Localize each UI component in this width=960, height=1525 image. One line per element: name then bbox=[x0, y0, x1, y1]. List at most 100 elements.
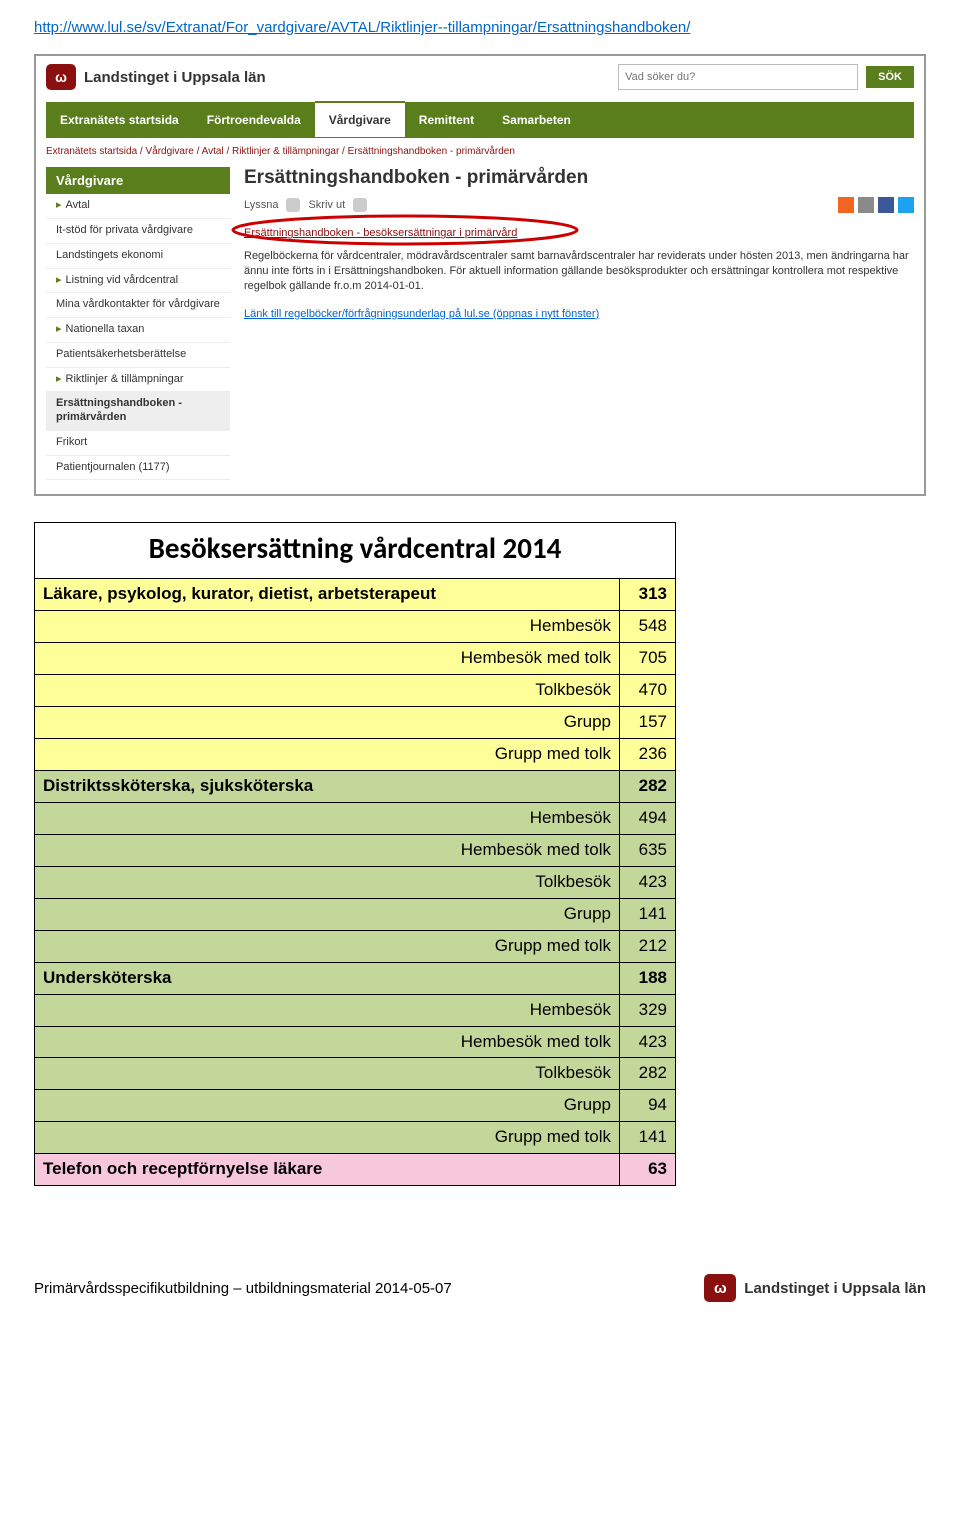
print-icon[interactable] bbox=[353, 198, 367, 212]
row-value: 705 bbox=[620, 643, 676, 675]
sidenav-item[interactable]: Patientsäkerhetsberättelse bbox=[46, 343, 230, 368]
row-label: Hembesök bbox=[35, 994, 620, 1026]
search-button[interactable]: SÖK bbox=[866, 66, 914, 88]
screenshot-panel: ω Landstinget i Uppsala län SÖK Extranät… bbox=[34, 54, 926, 496]
table-row: Distriktssköterska, sjuksköterska282 bbox=[35, 771, 676, 803]
row-value: 329 bbox=[620, 994, 676, 1026]
nav-tab-v-rdgivare[interactable]: Vårdgivare bbox=[315, 101, 405, 137]
rulebooks-link[interactable]: Länk till regelböcker/förfrågningsunderl… bbox=[244, 308, 599, 320]
row-label: Distriktssköterska, sjuksköterska bbox=[35, 771, 620, 803]
row-label: Grupp bbox=[35, 898, 620, 930]
sidenav-item-label: It-stöd för privata vårdgivare bbox=[56, 224, 193, 236]
row-value: 423 bbox=[620, 866, 676, 898]
table-row: Tolkbesök470 bbox=[35, 675, 676, 707]
sidenav-item-label: Mina vårdkontakter för vårdgivare bbox=[56, 298, 220, 310]
arrow-icon: ▸ bbox=[56, 199, 62, 211]
table-row: Hembesök548 bbox=[35, 611, 676, 643]
sidenav-item[interactable]: Mina vårdkontakter för vårdgivare bbox=[46, 293, 230, 318]
brand-name: Landstinget i Uppsala län bbox=[84, 69, 266, 86]
sidenav-item-label: Riktlinjer & tillämpningar bbox=[66, 373, 184, 385]
row-value: 423 bbox=[620, 1026, 676, 1058]
sidenav: Vårdgivare ▸Avtal It-stöd för privata vår… bbox=[46, 167, 230, 480]
sidenav-item[interactable]: Ersättningshandboken - primärvården bbox=[46, 392, 230, 431]
footer-text: Primärvårdsspecifikutbildning – utbildni… bbox=[34, 1280, 452, 1297]
row-value: 313 bbox=[620, 579, 676, 611]
table-row: Grupp med tolk141 bbox=[35, 1122, 676, 1154]
footer-brand-name: Landstinget i Uppsala län bbox=[744, 1280, 926, 1297]
row-label: Läkare, psykolog, kurator, dietist, arbe… bbox=[35, 579, 620, 611]
table-row: Grupp med tolk212 bbox=[35, 930, 676, 962]
highlight-ellipse-icon bbox=[230, 213, 590, 247]
sidenav-item[interactable]: ▸Listning vid vårdcentral bbox=[46, 269, 230, 294]
row-value: 157 bbox=[620, 707, 676, 739]
table-row: Hembesök med tolk705 bbox=[35, 643, 676, 675]
sidenav-item-label: Frikort bbox=[56, 436, 87, 448]
sidenav-item[interactable]: Patientjournalen (1177) bbox=[46, 456, 230, 481]
table-row: Undersköterska188 bbox=[35, 962, 676, 994]
sidenav-item[interactable]: Landstingets ekonomi bbox=[46, 244, 230, 269]
row-label: Hembesök med tolk bbox=[35, 643, 620, 675]
row-label: Grupp med tolk bbox=[35, 739, 620, 771]
sidenav-item-label: Patientjournalen (1177) bbox=[56, 461, 170, 473]
sidenav-item[interactable]: ▸ Riktlinjer & tillämpningar bbox=[46, 368, 230, 393]
row-value: 548 bbox=[620, 611, 676, 643]
sidenav-item-label: Ersättningshandboken - primärvården bbox=[56, 397, 182, 423]
table-row: Hembesök329 bbox=[35, 994, 676, 1026]
table-row: Telefon och receptförnyelse läkare63 bbox=[35, 1154, 676, 1186]
sidenav-item[interactable]: ▸ Nationella taxan bbox=[46, 318, 230, 343]
sidenav-item-label: Listning vid vårdcentral bbox=[66, 274, 179, 286]
share-icon[interactable] bbox=[878, 197, 894, 213]
sidenav-item[interactable]: Frikort bbox=[46, 431, 230, 456]
row-label: Grupp bbox=[35, 707, 620, 739]
share-icon[interactable] bbox=[858, 197, 874, 213]
row-label: Tolkbesök bbox=[35, 1058, 620, 1090]
row-value: 236 bbox=[620, 739, 676, 771]
share-icons bbox=[838, 197, 914, 213]
listen-icon[interactable] bbox=[286, 198, 300, 212]
arrow-icon: ▸ bbox=[56, 373, 62, 385]
sidenav-item-label: Nationella taxan bbox=[66, 323, 145, 335]
row-value: 282 bbox=[620, 771, 676, 803]
share-icon[interactable] bbox=[898, 197, 914, 213]
search-input[interactable] bbox=[618, 64, 858, 90]
row-value: 141 bbox=[620, 1122, 676, 1154]
article-paragraph: Regelböckerna för vårdcentraler, mödravå… bbox=[244, 249, 914, 294]
table-row: Grupp157 bbox=[35, 707, 676, 739]
page-title: Ersättningshandboken - primärvården bbox=[244, 167, 914, 189]
sidenav-item-label: Patientsäkerhetsberättelse bbox=[56, 348, 186, 360]
row-label: Grupp bbox=[35, 1090, 620, 1122]
nav-tab-f-rtroendevalda[interactable]: Förtroendevalda bbox=[193, 102, 315, 138]
site-logo[interactable]: ω Landstinget i Uppsala län bbox=[46, 64, 266, 90]
row-label: Undersköterska bbox=[35, 962, 620, 994]
nav-tab-samarbeten[interactable]: Samarbeten bbox=[488, 102, 585, 138]
table-row: Hembesök med tolk423 bbox=[35, 1026, 676, 1058]
row-value: 470 bbox=[620, 675, 676, 707]
row-value: 494 bbox=[620, 802, 676, 834]
row-label: Grupp med tolk bbox=[35, 930, 620, 962]
row-value: 212 bbox=[620, 930, 676, 962]
nav-tab-remittent[interactable]: Remittent bbox=[405, 102, 488, 138]
primary-nav: Extranätets startsidaFörtroendevaldaVård… bbox=[46, 102, 914, 138]
sidenav-item[interactable]: It-stöd för privata vårdgivare bbox=[46, 219, 230, 244]
arrow-icon: ▸ bbox=[56, 323, 62, 335]
share-icon[interactable] bbox=[838, 197, 854, 213]
table-row: Hembesök494 bbox=[35, 802, 676, 834]
table-row: Hembesök med tolk635 bbox=[35, 834, 676, 866]
footer-logo-badge-icon: ω bbox=[704, 1274, 736, 1302]
row-value: 94 bbox=[620, 1090, 676, 1122]
table-row: Tolkbesök282 bbox=[35, 1058, 676, 1090]
row-label: Tolkbesök bbox=[35, 675, 620, 707]
source-url[interactable]: http://www.lul.se/sv/Extranat/For_vardgi… bbox=[34, 18, 926, 38]
sidenav-item[interactable]: ▸Avtal bbox=[46, 194, 230, 219]
listen-label[interactable]: Lyssna bbox=[244, 199, 278, 211]
print-label[interactable]: Skriv ut bbox=[308, 199, 345, 211]
table-row: Grupp141 bbox=[35, 898, 676, 930]
breadcrumb[interactable]: Extranätets startsida / Vårdgivare / Avt… bbox=[46, 146, 914, 157]
sidenav-heading: Vårdgivare bbox=[46, 167, 230, 194]
row-value: 282 bbox=[620, 1058, 676, 1090]
logo-badge-icon: ω bbox=[46, 64, 76, 90]
row-label: Telefon och receptförnyelse läkare bbox=[35, 1154, 620, 1186]
row-label: Hembesök bbox=[35, 611, 620, 643]
nav-tab-extran-tets-startsida[interactable]: Extranätets startsida bbox=[46, 102, 193, 138]
sidenav-item-label: Landstingets ekonomi bbox=[56, 249, 163, 261]
